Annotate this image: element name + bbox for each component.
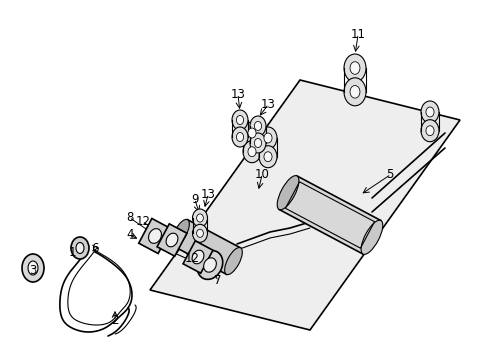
Text: 4: 4 bbox=[126, 229, 134, 242]
Ellipse shape bbox=[249, 133, 265, 153]
Text: 7: 7 bbox=[214, 274, 221, 287]
Ellipse shape bbox=[76, 243, 84, 253]
Ellipse shape bbox=[171, 219, 189, 247]
Polygon shape bbox=[150, 80, 459, 330]
Bar bbox=[285, 182, 374, 248]
Text: 13: 13 bbox=[260, 99, 275, 112]
Ellipse shape bbox=[203, 258, 216, 272]
Text: 12: 12 bbox=[184, 252, 199, 265]
Ellipse shape bbox=[349, 62, 359, 74]
Ellipse shape bbox=[264, 152, 271, 162]
Ellipse shape bbox=[196, 214, 203, 222]
Ellipse shape bbox=[166, 233, 178, 247]
Ellipse shape bbox=[236, 132, 243, 141]
Text: 3: 3 bbox=[29, 264, 37, 276]
Ellipse shape bbox=[22, 254, 44, 282]
Ellipse shape bbox=[231, 110, 247, 130]
Ellipse shape bbox=[420, 120, 438, 142]
Ellipse shape bbox=[28, 261, 38, 275]
Ellipse shape bbox=[196, 229, 203, 237]
Bar bbox=[279, 176, 380, 254]
Ellipse shape bbox=[420, 101, 438, 123]
Ellipse shape bbox=[224, 248, 242, 275]
Bar bbox=[157, 224, 186, 256]
Ellipse shape bbox=[277, 176, 298, 210]
Ellipse shape bbox=[349, 85, 359, 98]
Ellipse shape bbox=[343, 78, 365, 106]
Ellipse shape bbox=[254, 139, 261, 148]
Ellipse shape bbox=[259, 127, 276, 149]
Ellipse shape bbox=[343, 54, 365, 82]
Text: 2: 2 bbox=[111, 314, 119, 327]
Text: 13: 13 bbox=[230, 89, 245, 102]
Ellipse shape bbox=[231, 127, 247, 147]
Ellipse shape bbox=[192, 209, 207, 227]
Text: 1: 1 bbox=[68, 246, 76, 258]
Ellipse shape bbox=[264, 133, 271, 143]
Ellipse shape bbox=[192, 224, 207, 242]
Ellipse shape bbox=[197, 251, 222, 279]
Text: 8: 8 bbox=[126, 211, 133, 225]
Text: 13: 13 bbox=[200, 189, 215, 202]
Ellipse shape bbox=[425, 107, 433, 117]
Ellipse shape bbox=[249, 116, 265, 136]
Ellipse shape bbox=[236, 116, 243, 125]
Ellipse shape bbox=[247, 147, 256, 157]
Bar bbox=[173, 220, 240, 274]
Ellipse shape bbox=[360, 220, 382, 255]
Ellipse shape bbox=[247, 128, 256, 138]
Ellipse shape bbox=[259, 146, 276, 168]
Ellipse shape bbox=[243, 122, 261, 144]
Text: 9: 9 bbox=[191, 193, 198, 207]
Ellipse shape bbox=[192, 250, 203, 264]
Text: 6: 6 bbox=[91, 242, 99, 255]
Text: 10: 10 bbox=[254, 168, 269, 181]
Ellipse shape bbox=[425, 126, 433, 136]
Ellipse shape bbox=[254, 121, 261, 130]
Ellipse shape bbox=[71, 237, 89, 259]
Ellipse shape bbox=[243, 141, 261, 163]
Text: 5: 5 bbox=[386, 168, 393, 181]
Bar bbox=[139, 219, 171, 253]
Ellipse shape bbox=[148, 229, 161, 243]
Bar bbox=[183, 241, 212, 273]
Text: 12: 12 bbox=[135, 216, 150, 229]
Text: 11: 11 bbox=[350, 28, 365, 41]
